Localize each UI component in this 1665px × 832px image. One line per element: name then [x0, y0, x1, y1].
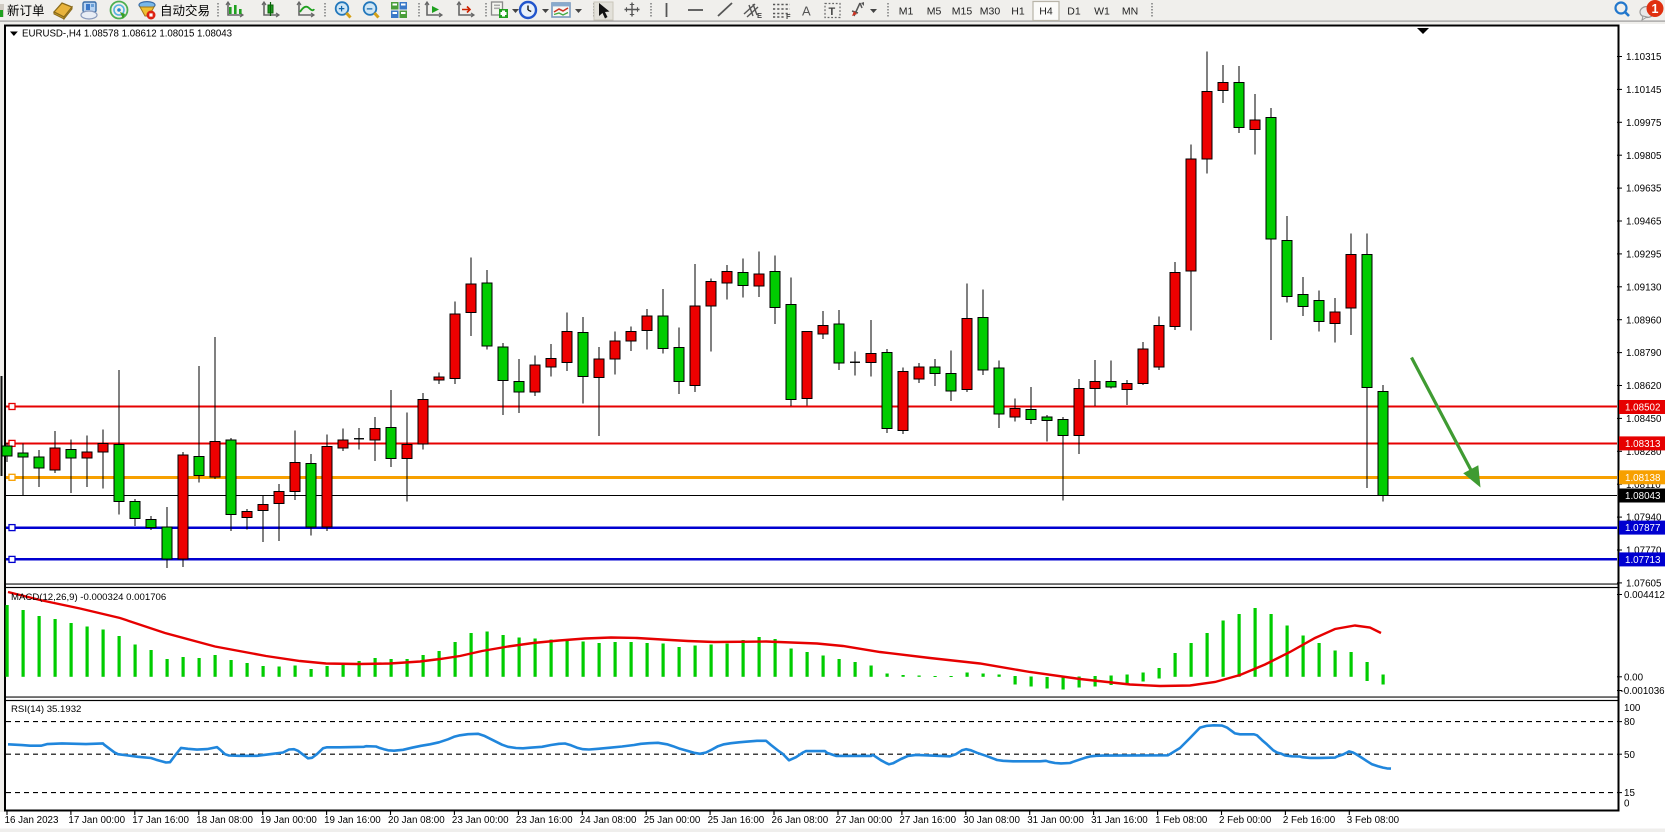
svg-text:2 Feb 16:00: 2 Feb 16:00: [1283, 815, 1336, 826]
svg-text:50: 50: [1624, 750, 1635, 761]
svg-text:1: 1: [1652, 2, 1659, 16]
svg-text:M1: M1: [899, 6, 914, 18]
svg-text:15: 15: [1624, 788, 1635, 799]
svg-text:1.07770: 1.07770: [1626, 546, 1662, 557]
svg-text:1.09635: 1.09635: [1626, 184, 1662, 195]
svg-text:17 Jan 16:00: 17 Jan 16:00: [132, 815, 189, 826]
svg-text:1.07940: 1.07940: [1626, 513, 1662, 524]
svg-text:W1: W1: [1094, 6, 1110, 18]
svg-text:1.09465: 1.09465: [1626, 217, 1662, 228]
svg-text:31 Jan 00:00: 31 Jan 00:00: [1027, 815, 1084, 826]
svg-text:−: −: [366, 4, 372, 16]
svg-text:1.08313: 1.08313: [1625, 439, 1661, 450]
svg-text:1.09295: 1.09295: [1626, 250, 1662, 261]
svg-text:18 Jan 08:00: 18 Jan 08:00: [196, 815, 253, 826]
svg-text:D1: D1: [1067, 6, 1081, 18]
svg-text:1.08960: 1.08960: [1626, 315, 1662, 326]
svg-text:F: F: [786, 12, 791, 21]
svg-text:1.08043: 1.08043: [1625, 491, 1661, 502]
svg-text:16 Jan 2023: 16 Jan 2023: [5, 815, 59, 826]
svg-text:26 Jan 08:00: 26 Jan 08:00: [772, 815, 829, 826]
svg-text:EURUSD-,H4 1.08578 1.08612 1.: EURUSD-,H4 1.08578 1.08612 1.08015 1.080…: [22, 29, 232, 40]
svg-text:M15: M15: [952, 6, 973, 18]
svg-text:MACD(12,26,9) -0.000324 0.0017: MACD(12,26,9) -0.000324 0.001706: [11, 592, 166, 603]
svg-text:27 Jan 00:00: 27 Jan 00:00: [836, 815, 893, 826]
svg-text:1.08110: 1.08110: [1626, 480, 1661, 491]
svg-text:1.09130: 1.09130: [1626, 282, 1662, 293]
svg-text:1.08502: 1.08502: [1625, 403, 1660, 414]
svg-text:1.07877: 1.07877: [1625, 523, 1660, 534]
svg-text:H1: H1: [1011, 6, 1025, 18]
svg-text:1.09805: 1.09805: [1626, 151, 1662, 162]
svg-text:+: +: [338, 4, 344, 16]
svg-text:1 Feb 08:00: 1 Feb 08:00: [1155, 815, 1208, 826]
svg-text:25 Jan 16:00: 25 Jan 16:00: [708, 815, 765, 826]
svg-text:自动交易: 自动交易: [160, 3, 210, 18]
svg-text:17 Jan 00:00: 17 Jan 00:00: [68, 815, 125, 826]
svg-text:新订单: 新订单: [7, 3, 45, 18]
svg-text:MN: MN: [1122, 6, 1138, 18]
svg-text:M5: M5: [927, 6, 942, 18]
svg-text:1.08280: 1.08280: [1626, 447, 1662, 458]
svg-text:24 Jan 08:00: 24 Jan 08:00: [580, 815, 637, 826]
svg-text:100: 100: [1624, 703, 1641, 714]
svg-text:80: 80: [1624, 717, 1635, 728]
svg-text:20 Jan 08:00: 20 Jan 08:00: [388, 815, 445, 826]
svg-text:1.07713: 1.07713: [1625, 555, 1661, 566]
svg-text:A: A: [802, 4, 811, 19]
svg-text:25 Jan 00:00: 25 Jan 00:00: [644, 815, 701, 826]
svg-text:23 Jan 16:00: 23 Jan 16:00: [516, 815, 573, 826]
svg-text:27 Jan 16:00: 27 Jan 16:00: [899, 815, 956, 826]
svg-text:M30: M30: [980, 6, 1001, 18]
svg-text:T: T: [829, 6, 836, 18]
svg-text:RSI(14) 35.1932: RSI(14) 35.1932: [11, 704, 81, 715]
svg-text:1.10315: 1.10315: [1626, 52, 1662, 63]
svg-text:1.08790: 1.08790: [1626, 348, 1662, 359]
svg-text:1.08620: 1.08620: [1626, 381, 1662, 392]
svg-text:19 Jan 00:00: 19 Jan 00:00: [260, 815, 317, 826]
svg-text:E: E: [757, 11, 762, 20]
svg-text:0.004412: 0.004412: [1624, 590, 1665, 601]
svg-text:3 Feb 08:00: 3 Feb 08:00: [1347, 815, 1400, 826]
svg-text:1.10145: 1.10145: [1626, 85, 1662, 96]
svg-text:30 Jan 08:00: 30 Jan 08:00: [963, 815, 1020, 826]
svg-text:1.07605: 1.07605: [1626, 579, 1662, 590]
svg-text:0.00: 0.00: [1624, 672, 1644, 683]
svg-text:19 Jan 16:00: 19 Jan 16:00: [324, 815, 381, 826]
svg-text:2 Feb 00:00: 2 Feb 00:00: [1219, 815, 1272, 826]
svg-text:23 Jan 00:00: 23 Jan 00:00: [452, 815, 509, 826]
svg-text:1.08450: 1.08450: [1626, 414, 1662, 425]
svg-text:1.08138: 1.08138: [1625, 473, 1661, 484]
svg-text:-0.001036: -0.001036: [1621, 686, 1665, 697]
svg-text:1.09975: 1.09975: [1626, 118, 1662, 129]
svg-text:31 Jan 16:00: 31 Jan 16:00: [1091, 815, 1148, 826]
svg-text:H4: H4: [1039, 6, 1053, 18]
svg-text:0: 0: [1624, 798, 1630, 809]
